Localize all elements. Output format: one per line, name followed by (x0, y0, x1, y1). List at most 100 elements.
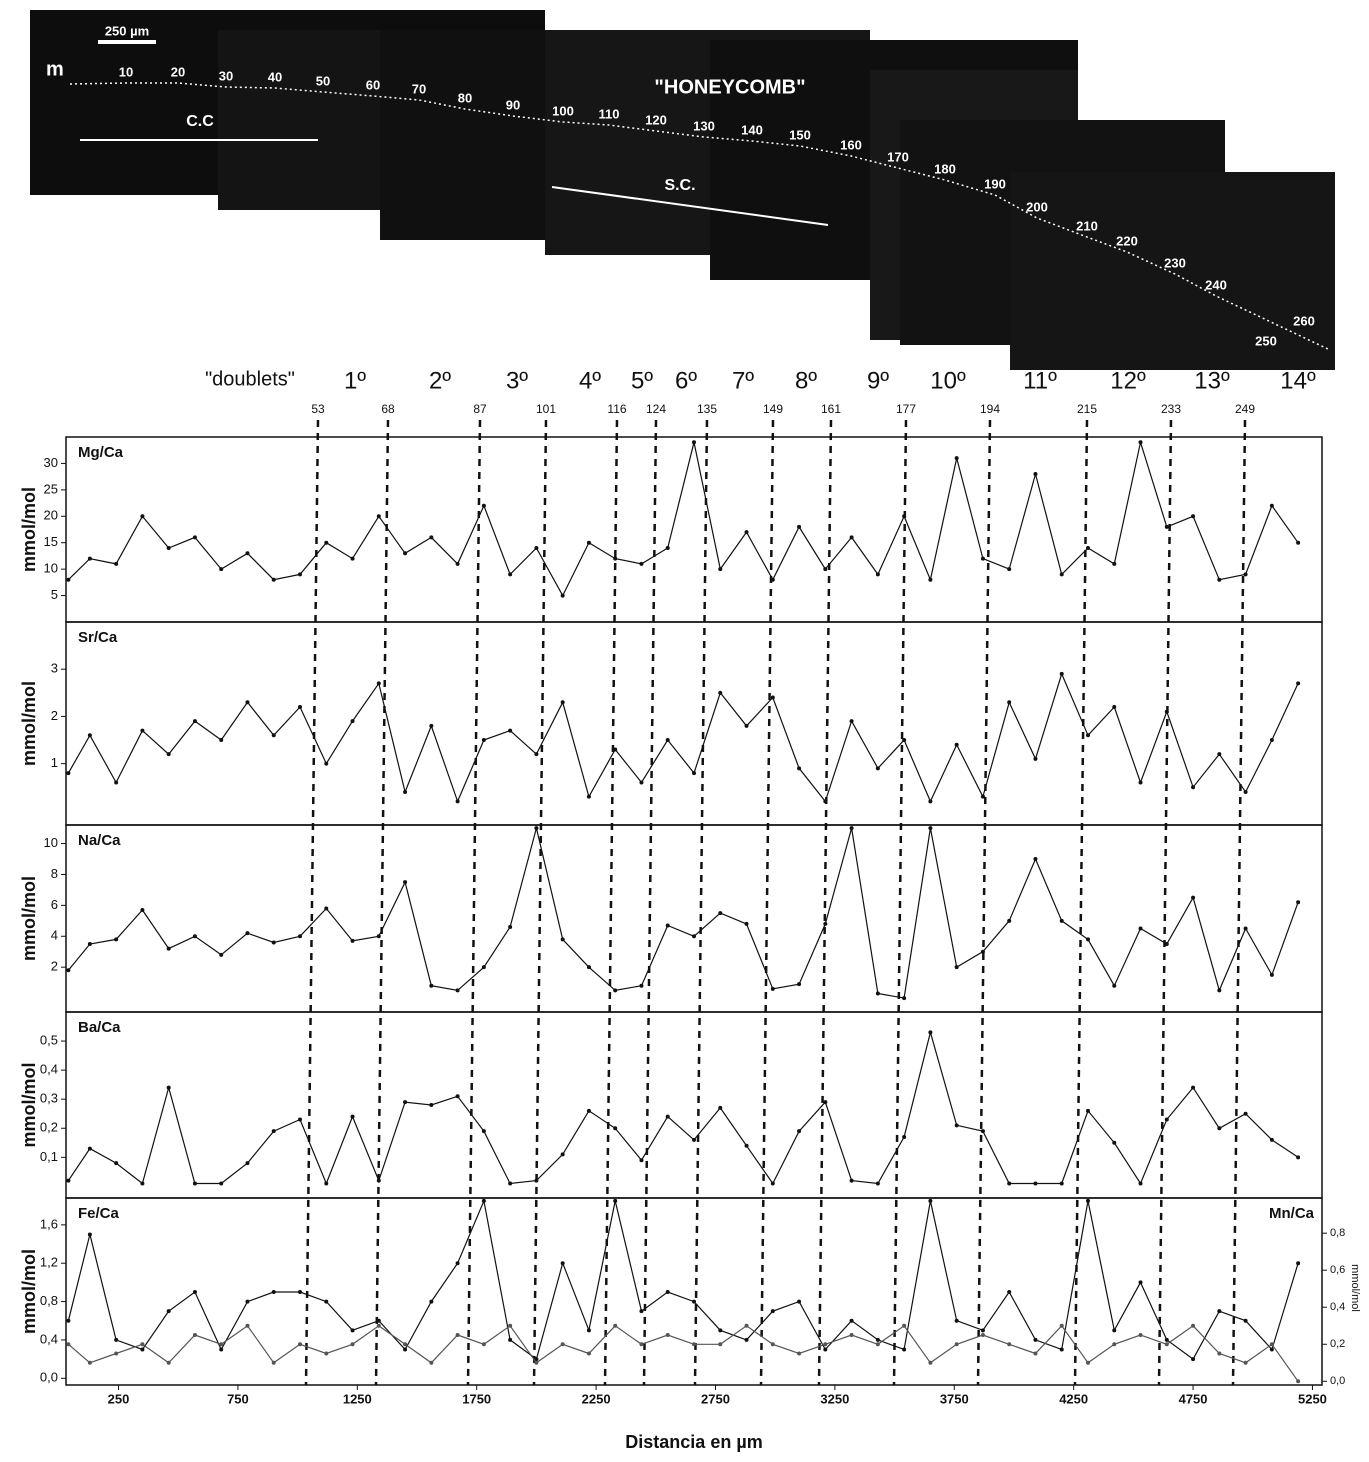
data-point (823, 799, 828, 804)
y-tick-label: 1,6 (40, 1216, 58, 1231)
data-point (429, 723, 434, 728)
series-label: Sr/Ca (78, 629, 118, 646)
data-point (770, 1342, 775, 1347)
data-point (770, 695, 775, 700)
data-point (639, 561, 644, 566)
data-point (797, 1351, 802, 1356)
data-point (481, 1342, 486, 1347)
data-point (534, 546, 539, 550)
y-tick-label: 0,4 (40, 1331, 58, 1346)
data-point (560, 593, 565, 598)
y-tick-label: 2 (51, 708, 58, 723)
x-tick-label: 750 (227, 1391, 249, 1406)
data-point (770, 1181, 775, 1186)
data-point (192, 1181, 197, 1186)
doublet-marker: 149 (763, 402, 783, 416)
data-point (481, 965, 486, 970)
data-point (429, 1360, 434, 1365)
doublet-line (532, 419, 548, 1386)
data-point (1217, 752, 1222, 757)
doublet-ordinal: 8º (795, 367, 817, 394)
data-point (639, 780, 644, 785)
micrograph: 250 µm m "HONEYCOMB" C.C S.C. 10 20 30 40 50… (30, 10, 1335, 370)
y-tick-label: 25 (44, 481, 58, 496)
doublet-marker: 194 (980, 402, 1000, 416)
x-tick-label: 5250 (1298, 1391, 1327, 1406)
doublet-marker: 215 (1077, 402, 1097, 416)
data-point (902, 996, 907, 1001)
x-tick-label: 4250 (1059, 1391, 1088, 1406)
data-point (87, 1360, 92, 1365)
doublet-ordinal: 4º (579, 367, 601, 394)
data-point (140, 1181, 145, 1186)
y-tick-label: 5 (51, 587, 58, 602)
data-point (350, 1328, 355, 1333)
data-point (954, 965, 959, 970)
data-point (140, 728, 145, 733)
data-point (718, 1105, 723, 1110)
data-point (114, 780, 119, 785)
series-line (67, 827, 1299, 999)
doublet-marker: 249 (1235, 402, 1255, 416)
data-point (66, 1342, 71, 1347)
data-point (1059, 671, 1064, 676)
data-point (1059, 1347, 1064, 1352)
data-point (1217, 577, 1222, 582)
data-point (928, 799, 933, 804)
series-label: Mg/Ca (78, 444, 124, 461)
data-point (166, 1360, 171, 1365)
doublet-line (466, 419, 482, 1386)
series-line (67, 672, 1299, 804)
data-point (192, 719, 197, 724)
data-point (166, 1085, 171, 1090)
data-point (324, 761, 329, 766)
doublet-line (892, 419, 908, 1386)
data-point (849, 826, 854, 831)
data-point (166, 752, 171, 757)
data-point (797, 1299, 802, 1304)
data-point (928, 577, 933, 582)
data-point (1191, 514, 1196, 519)
data-point (613, 556, 618, 561)
data-point (166, 546, 171, 550)
data-point (376, 934, 381, 939)
x-tick-label: 1250 (343, 1391, 372, 1406)
doublet-ordinal: 13º (1194, 367, 1230, 394)
data-point (718, 1328, 723, 1333)
doublet-ordinal: 1º (344, 367, 366, 394)
sc-arrow (551, 186, 829, 226)
data-point (797, 1129, 802, 1134)
data-point (980, 1328, 985, 1333)
data-point (1033, 1351, 1038, 1356)
data-point (1164, 1342, 1169, 1347)
data-point (1085, 733, 1090, 738)
data-point (350, 938, 355, 943)
panel-frame (65, 1011, 1323, 1199)
data-point (586, 794, 591, 799)
data-point (192, 1333, 197, 1338)
data-point (1007, 918, 1012, 923)
data-point (1296, 1155, 1301, 1160)
data-point (1007, 567, 1012, 572)
data-point (87, 942, 92, 946)
data-point (324, 540, 329, 545)
data-point (1007, 1181, 1012, 1186)
data-point (1112, 1328, 1117, 1333)
data-point (350, 1114, 355, 1119)
y-tick-label: 2 (51, 959, 58, 974)
data-point (1217, 1309, 1222, 1314)
panel-frame (65, 1197, 1323, 1386)
data-point (902, 1134, 907, 1139)
data-point (980, 1333, 985, 1338)
data-point (66, 771, 71, 776)
data-point (1059, 1323, 1064, 1328)
data-point (481, 503, 486, 508)
doublet-line (603, 419, 619, 1386)
y-tick-label: 4 (51, 928, 58, 943)
data-point (954, 742, 959, 747)
count-label: 60 (366, 77, 380, 92)
data-point (875, 1342, 880, 1347)
doublet-marker: 124 (646, 402, 666, 416)
data-point (1191, 1357, 1196, 1362)
y-tick-label: 20 (44, 508, 58, 523)
